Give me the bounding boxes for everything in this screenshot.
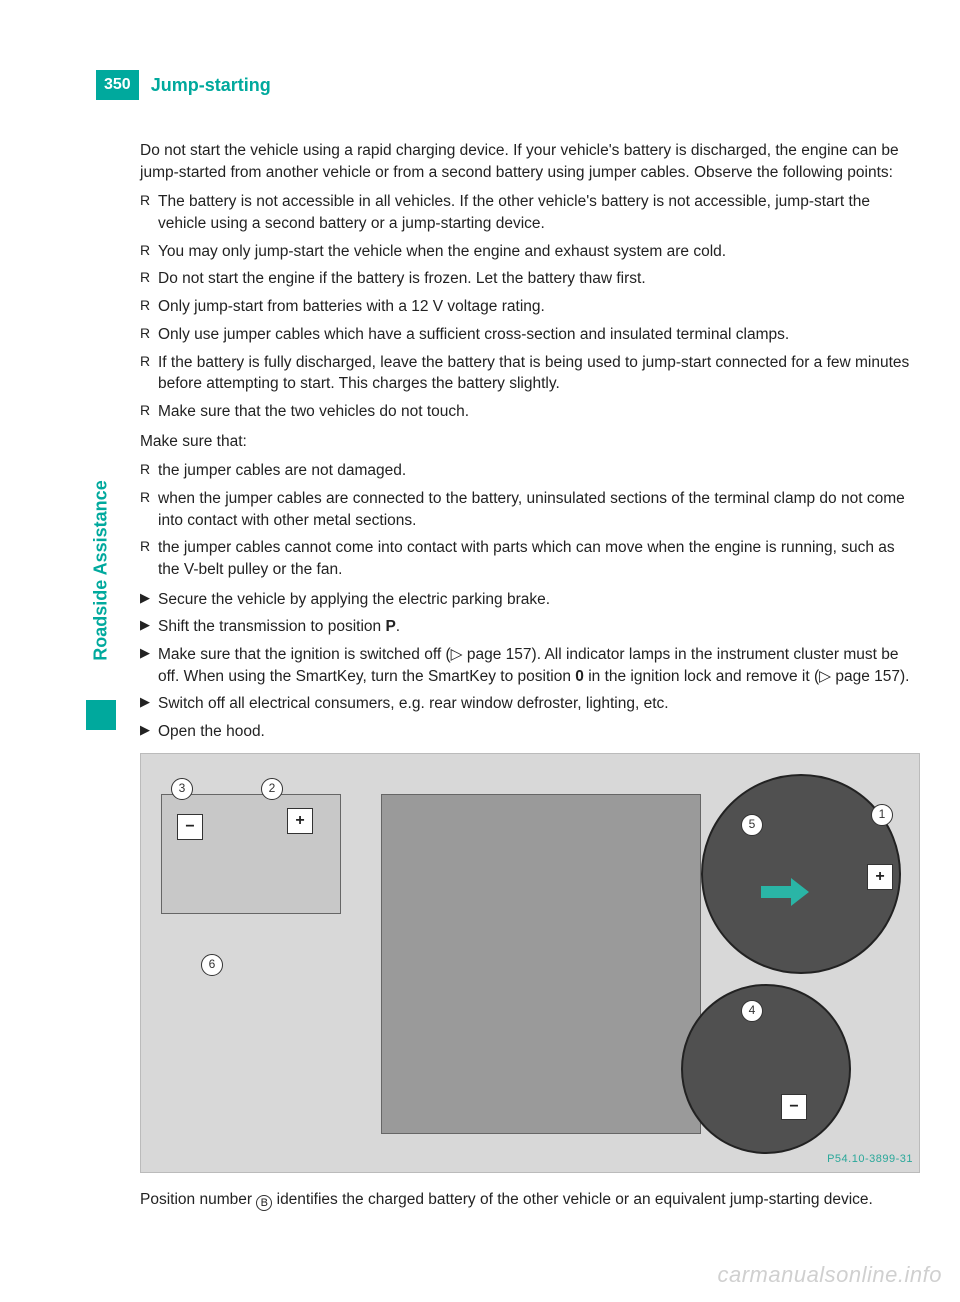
observe-list: RThe battery is not accessible in all ve… — [140, 191, 920, 422]
circled-ref-icon: B — [256, 1195, 272, 1211]
bullet-icon: R — [140, 488, 158, 531]
bullet-text: The battery is not accessible in all veh… — [158, 191, 920, 234]
step-icon: ▶ — [140, 616, 158, 638]
watermark: carmanualsonline.info — [717, 1262, 942, 1288]
step-item: ▶Shift the transmission to position P. — [140, 616, 920, 638]
intro-paragraph: Do not start the vehicle using a rapid c… — [140, 140, 920, 183]
bullet-text: If the battery is fully discharged, leav… — [158, 352, 920, 395]
side-tab-marker — [86, 700, 116, 730]
step-text: Open the hood. — [158, 721, 920, 743]
step-text: Switch off all electrical consumers, e.g… — [158, 693, 920, 715]
terminal-plus: + — [867, 864, 893, 890]
list-item: RThe battery is not accessible in all ve… — [140, 191, 920, 234]
side-tab: Roadside Assistance — [86, 440, 116, 700]
callout-6: 6 — [201, 954, 223, 976]
terminal-plus: + — [287, 808, 313, 834]
bullet-text: Make sure that the two vehicles do not t… — [158, 401, 920, 423]
step-text: Secure the vehicle by applying the elect… — [158, 589, 920, 611]
bullet-icon: R — [140, 352, 158, 395]
t: P — [385, 618, 395, 635]
step-item: ▶Secure the vehicle by applying the elec… — [140, 589, 920, 611]
make-sure-label: Make sure that: — [140, 431, 920, 453]
terminal-minus: − — [177, 814, 203, 840]
list-item: ROnly use jumper cables which have a suf… — [140, 324, 920, 346]
step-item: ▶Switch off all electrical consumers, e.… — [140, 693, 920, 715]
t: Make sure that the ignition is switched … — [158, 646, 451, 663]
step-icon: ▶ — [140, 589, 158, 611]
callout-5: 5 — [741, 814, 763, 836]
page-number: 350 — [96, 70, 139, 100]
bullet-icon: R — [140, 537, 158, 580]
step-icon: ▶ — [140, 644, 158, 687]
step-item: ▶Make sure that the ignition is switched… — [140, 644, 920, 687]
list-item: Rthe jumper cables cannot come into cont… — [140, 537, 920, 580]
header-bar: 350 Jump-starting — [96, 70, 283, 100]
callout-1: 1 — [871, 804, 893, 826]
list-item: Rwhen the jumper cables are connected to… — [140, 488, 920, 531]
bullet-text: the jumper cables are not damaged. — [158, 460, 920, 482]
diagram-caption: Position number B identifies the charged… — [140, 1189, 920, 1211]
bullet-icon: R — [140, 241, 158, 263]
t: Position number — [140, 1191, 256, 1208]
page-ref: ▷ page 157 — [819, 668, 900, 685]
bullet-icon: R — [140, 460, 158, 482]
t: ). — [900, 668, 909, 685]
arrow-icon — [761, 874, 811, 914]
bullet-text: Do not start the engine if the battery i… — [158, 268, 920, 290]
list-item: RMake sure that the two vehicles do not … — [140, 401, 920, 423]
list-item: Rthe jumper cables are not damaged. — [140, 460, 920, 482]
callout-4: 4 — [741, 1000, 763, 1022]
bullet-text: Only use jumper cables which have a suff… — [158, 324, 920, 346]
bullet-icon: R — [140, 296, 158, 318]
bullet-text: the jumper cables cannot come into conta… — [158, 537, 920, 580]
list-item: RYou may only jump-start the vehicle whe… — [140, 241, 920, 263]
step-icon: ▶ — [140, 721, 158, 743]
section-title: Jump-starting — [139, 70, 283, 100]
callout-3: 3 — [171, 778, 193, 800]
make-sure-list: Rthe jumper cables are not damaged. Rwhe… — [140, 460, 920, 580]
side-tab-label: Roadside Assistance — [91, 471, 112, 671]
callout-2: 2 — [261, 778, 283, 800]
step-item: ▶Open the hood. — [140, 721, 920, 743]
step-text: Make sure that the ignition is switched … — [158, 644, 920, 687]
list-item: RDo not start the engine if the battery … — [140, 268, 920, 290]
terminal-minus: − — [781, 1094, 807, 1120]
bullet-text: Only jump-start from batteries with a 12… — [158, 296, 920, 318]
step-list: ▶Secure the vehicle by applying the elec… — [140, 589, 920, 743]
t: Shift the transmission to position — [158, 618, 385, 635]
t: in the ignition lock and remove it ( — [584, 668, 819, 685]
jump-start-diagram: 3 2 1 5 4 6 − + + − P54.10-3899-31 — [140, 753, 920, 1173]
diagram-ref-id: P54.10-3899-31 — [827, 1152, 913, 1167]
bullet-icon: R — [140, 191, 158, 234]
t: 0 — [575, 668, 584, 685]
bullet-icon: R — [140, 268, 158, 290]
bullet-icon: R — [140, 324, 158, 346]
bullet-text: You may only jump-start the vehicle when… — [158, 241, 920, 263]
body-content: Do not start the vehicle using a rapid c… — [140, 140, 920, 1219]
step-icon: ▶ — [140, 693, 158, 715]
step-text: Shift the transmission to position P. — [158, 616, 920, 638]
bullet-text: when the jumper cables are connected to … — [158, 488, 920, 531]
list-item: ROnly jump-start from batteries with a 1… — [140, 296, 920, 318]
page-ref: ▷ page 157 — [451, 646, 532, 663]
t: . — [396, 618, 400, 635]
list-item: RIf the battery is fully discharged, lea… — [140, 352, 920, 395]
t: identifies the charged battery of the ot… — [272, 1191, 873, 1208]
bullet-icon: R — [140, 401, 158, 423]
